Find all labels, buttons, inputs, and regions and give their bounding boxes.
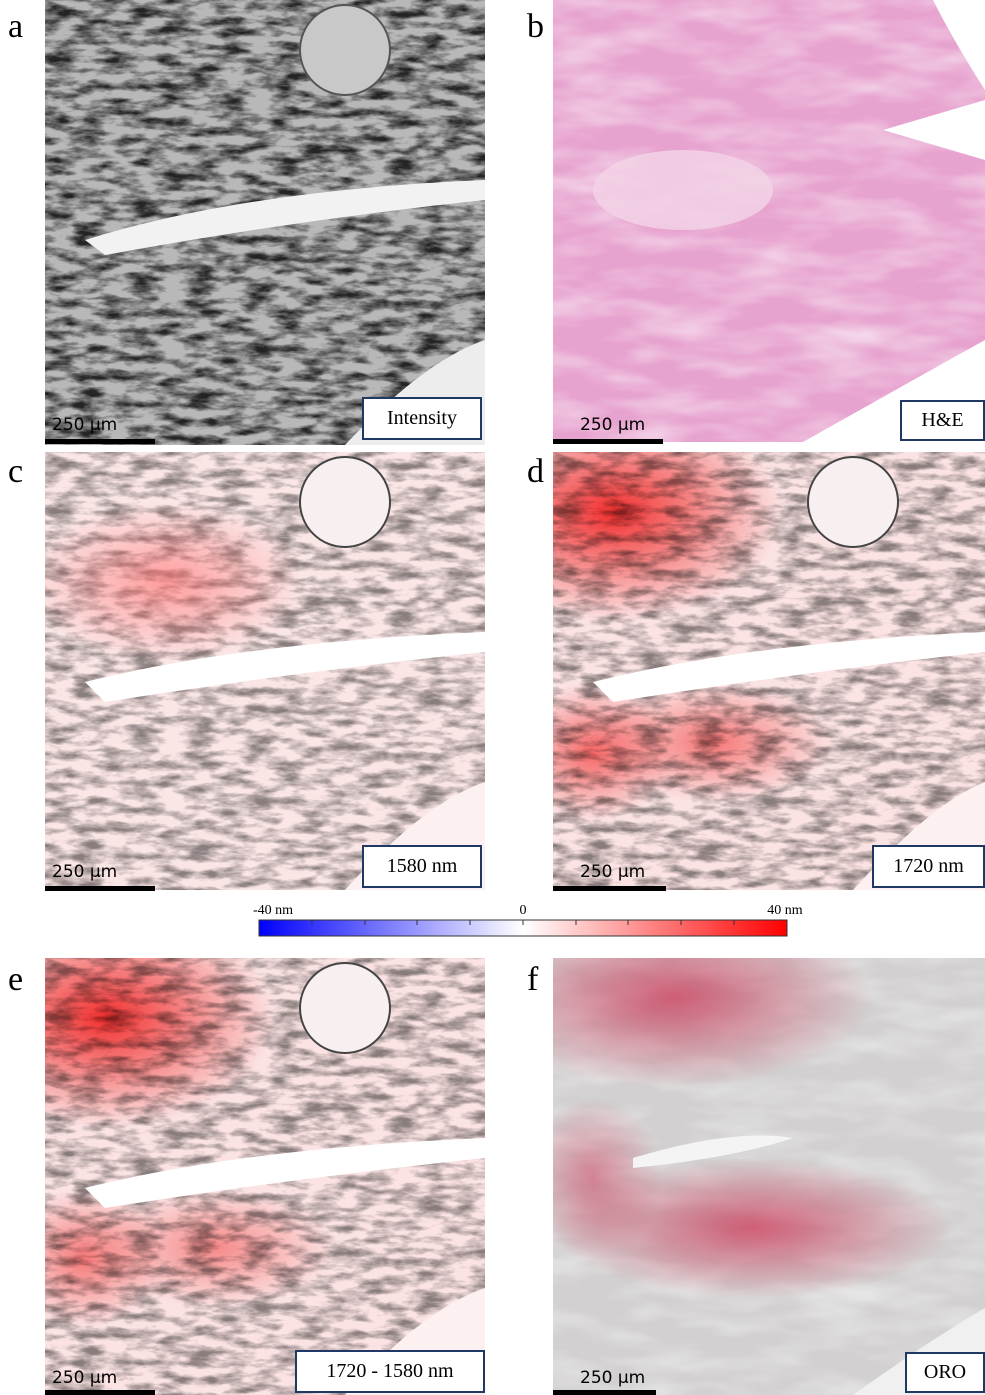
panel-label: 1720 - 1580 nm (295, 1350, 485, 1393)
image (45, 0, 485, 445)
image-panel (45, 0, 485, 445)
panel-label: 1720 nm (872, 845, 985, 888)
image (45, 452, 485, 890)
image (553, 0, 985, 442)
image (45, 958, 485, 1395)
figure: a Intensity 250 µm b H&E 250 µm c 1580 n… (0, 0, 985, 1395)
image (553, 452, 985, 890)
scale-bar-text: 250 µm (52, 1368, 117, 1388)
scale-bar (45, 886, 155, 891)
panel-label: H&E (900, 400, 985, 441)
scale-bar (553, 439, 663, 444)
scale-bar (45, 1390, 155, 1395)
scale-bar-text: 250 µm (52, 862, 117, 882)
colorbar (258, 918, 789, 938)
colorbar-label: -40 nm (253, 903, 293, 919)
scale-bar-text: 250 µm (580, 1368, 645, 1388)
image-panel (553, 958, 985, 1395)
panel-letter: a (8, 10, 23, 44)
panel-label: 1580 nm (362, 845, 482, 888)
panel-letter: e (8, 963, 23, 997)
scale-bar (553, 886, 666, 891)
scale-bar-text: 250 µm (580, 862, 645, 882)
colorbar-label: 40 nm (767, 903, 802, 919)
panel-letter: b (527, 10, 544, 44)
image-panel (45, 452, 485, 890)
scale-bar (45, 439, 155, 444)
image-panel (553, 452, 985, 890)
panel-label: Intensity (362, 397, 482, 440)
scale-bar-text: 250 µm (52, 415, 117, 435)
panel-letter: d (527, 455, 544, 489)
image-panel (553, 0, 985, 442)
panel-label: ORO (905, 1352, 985, 1393)
colorbar-label: 0 (520, 903, 527, 919)
scale-bar (553, 1390, 656, 1395)
scale-bar-text: 250 µm (580, 415, 645, 435)
image-panel (45, 958, 485, 1395)
panel-letter: f (527, 963, 538, 997)
image (553, 958, 985, 1395)
panel-letter: c (8, 455, 23, 489)
